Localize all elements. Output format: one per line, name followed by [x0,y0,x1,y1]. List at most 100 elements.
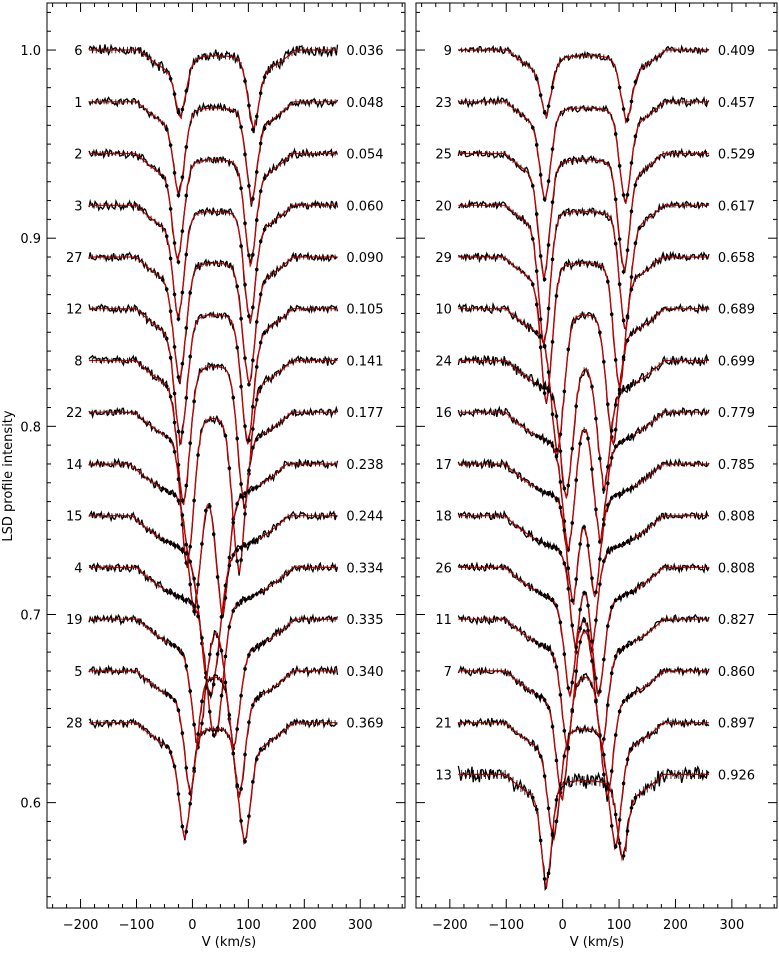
data-point [538,591,543,596]
spectrum-14: 14 0.238 [66,457,384,620]
data-point [546,243,551,247]
data-point [582,525,586,529]
data-point [239,599,243,603]
data-point [211,532,216,537]
data-point [235,783,239,787]
data-point [546,595,551,599]
data-point [192,498,196,503]
spectrum-phase-label: 0.177 [346,406,383,421]
data-point [192,576,196,581]
data-point [258,747,263,752]
data-point [172,241,177,245]
data-point [542,877,547,881]
data-point [550,257,555,262]
spectrum-phase-label: 0.529 [718,148,755,163]
data-point [546,647,551,652]
data-point [184,396,189,400]
data-point [566,566,571,571]
data-point [176,260,181,264]
data-point [251,703,255,707]
data-point [231,395,236,400]
data-point [196,732,200,736]
data-point [578,441,582,446]
spectrum-phase-label: 0.785 [718,458,755,473]
observed-profile [88,717,338,842]
data-point [562,729,567,733]
data-point [542,110,547,115]
data-point [247,595,251,600]
data-point [566,686,571,690]
data-point [534,537,539,542]
data-point [609,428,614,433]
data-point [613,844,618,849]
spectrum-phase-label: 0.105 [346,303,383,318]
spectrum-phase-label: 0.689 [718,303,755,318]
data-point [613,241,618,246]
data-point [196,582,200,587]
data-point [235,284,239,289]
data-point [180,430,185,434]
data-point [546,440,551,444]
data-point [570,446,575,451]
data-point [239,482,243,486]
data-point [542,391,547,395]
data-point [613,403,618,407]
data-point [629,537,634,542]
data-point [594,699,598,704]
data-point [586,603,590,608]
data-point [164,384,169,389]
spectrum-26: 26 0.808 [435,561,755,699]
x-tick-label: −200 [63,918,99,933]
data-point [192,766,196,771]
y-tick-label: 0.7 [20,608,41,623]
spectrum-21: 21 0.897 [435,717,755,851]
data-point [251,404,255,409]
data-point [602,772,606,777]
data-point [247,314,251,318]
data-point [164,336,169,341]
data-point [180,290,185,295]
data-point [558,550,563,555]
x-tick-label: 300 [719,918,744,933]
spectrum-id-label: 7 [444,665,452,680]
data-point [550,832,555,836]
data-point [239,244,243,248]
data-point [254,538,259,542]
spectrum-phase-label: 0.334 [346,561,383,576]
data-point [223,433,228,438]
data-point [550,85,555,90]
x-axis-label-right: V (km/s) [570,935,625,950]
data-point [602,737,606,741]
spectrum-phase-label: 0.409 [718,44,755,59]
spectrum-id-label: 28 [66,717,83,732]
observed-profile [457,353,710,500]
data-point [574,478,578,482]
spectrum-phase-label: 0.060 [346,199,383,214]
data-point [192,604,196,608]
data-point [594,676,598,681]
spectrum-id-label: 27 [66,251,83,266]
data-point [243,221,247,226]
data-point [562,561,567,566]
spectrum-9: 9 0.409 [444,44,755,125]
data-point [625,488,630,492]
data-point [211,733,216,737]
spectrum-id-label: 24 [435,354,452,369]
data-point [534,589,539,593]
data-point [172,92,177,96]
observed-profile [457,509,710,655]
data-point [176,477,181,482]
observed-profile [88,457,339,618]
data-point [168,490,173,495]
model-profile [89,411,338,573]
data-point [550,652,555,656]
data-point [625,436,630,441]
data-point [247,103,251,108]
data-point [207,709,212,714]
data-point [251,127,255,132]
data-point [239,787,243,791]
data-point [239,693,243,698]
data-point [617,709,622,714]
data-point [184,561,189,565]
data-point [538,384,543,388]
